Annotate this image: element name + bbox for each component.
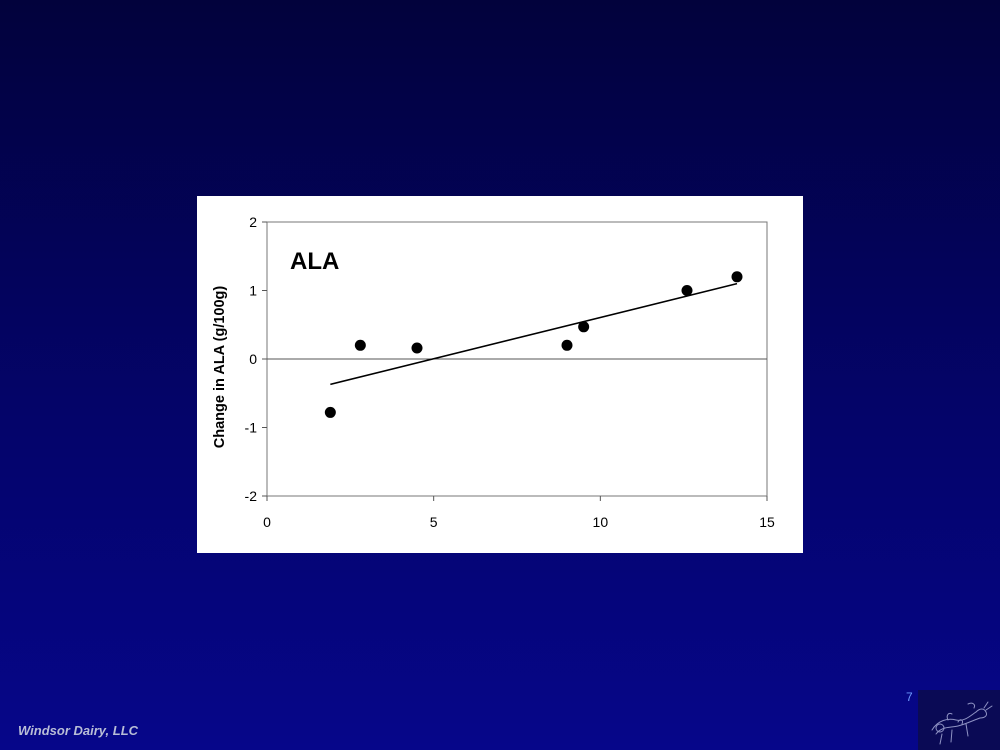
- data-point: [411, 342, 423, 354]
- chart-title: ALA: [290, 248, 339, 275]
- y-axis: 2 1 0 -1 -2: [245, 214, 267, 504]
- data-point: [354, 339, 366, 351]
- x-axis: 0 5 10 15: [263, 496, 775, 530]
- data-points: [324, 271, 743, 418]
- scatter-chart: 2 1 0 -1 -2 0 5 10 15 ALA Change in ALA (g/100g…: [197, 196, 803, 553]
- data-point: [731, 271, 743, 283]
- data-point: [578, 321, 590, 333]
- trend-line: [330, 282, 738, 386]
- data-point: [681, 285, 693, 296]
- data-point: [561, 339, 573, 351]
- y-tick-label: -2: [245, 488, 258, 504]
- footer-company-name: Windsor Dairy, LLC: [18, 723, 139, 738]
- y-axis-label: Change in ALA (g/100g): [212, 286, 228, 449]
- cow-sketch-icon: [918, 690, 1000, 750]
- x-tick-label: 10: [593, 514, 609, 530]
- data-point: [324, 406, 336, 418]
- y-tick-label: 0: [249, 351, 257, 367]
- chart-svg: 210-1-2 0 5 10 15 ALA Change in ALA (g/100g…: [212, 214, 775, 530]
- page-number: 7: [906, 690, 913, 704]
- y-tick-label: 2: [249, 214, 257, 230]
- x-tick-label: 15: [759, 514, 775, 530]
- y-tick-label: 1: [249, 283, 257, 299]
- y-tick-label: -1: [245, 420, 258, 436]
- x-tick-label: 0: [263, 514, 271, 530]
- x-tick-label: 5: [430, 514, 438, 530]
